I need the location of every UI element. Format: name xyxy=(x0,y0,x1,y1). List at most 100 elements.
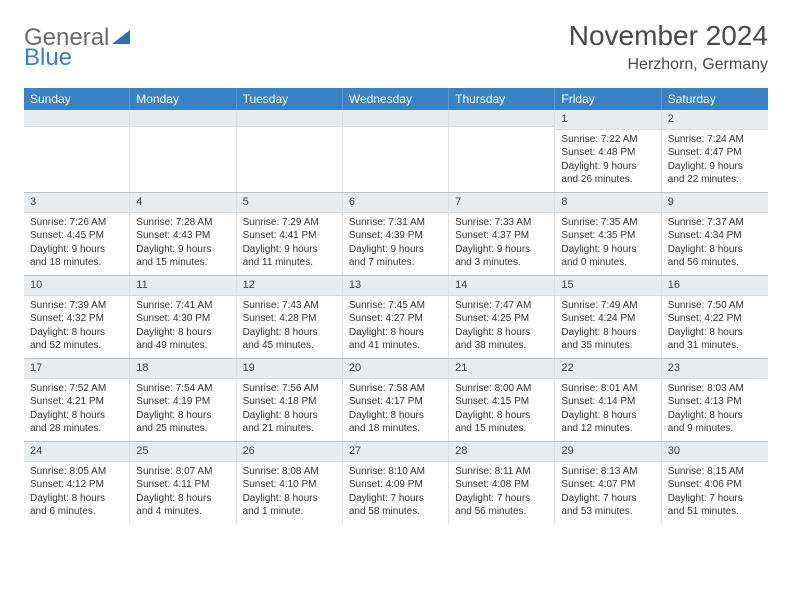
week-row: 1Sunrise: 7:22 AMSunset: 4:48 PMDaylight… xyxy=(24,110,768,192)
daylight-text: Daylight: 9 hours and 3 minutes. xyxy=(455,243,548,270)
day-number xyxy=(237,110,342,127)
day-number xyxy=(449,110,554,127)
sunset-text: Sunset: 4:17 PM xyxy=(349,395,442,409)
sunrise-text: Sunrise: 7:31 AM xyxy=(349,216,442,230)
day-body: Sunrise: 8:11 AMSunset: 4:08 PMDaylight:… xyxy=(449,462,554,523)
sunset-text: Sunset: 4:09 PM xyxy=(349,478,442,492)
daylight-text: Daylight: 8 hours and 38 minutes. xyxy=(455,326,548,353)
daylight-text: Daylight: 8 hours and 18 minutes. xyxy=(349,409,442,436)
daylight-text: Daylight: 8 hours and 49 minutes. xyxy=(136,326,229,353)
day-number: 25 xyxy=(130,442,235,462)
calendar-page: General Blue November 2024 Herzhorn, Ger… xyxy=(0,0,792,544)
weekday-label: Monday xyxy=(130,88,236,110)
sunset-text: Sunset: 4:41 PM xyxy=(243,229,336,243)
week-row: 3Sunrise: 7:26 AMSunset: 4:45 PMDaylight… xyxy=(24,192,768,275)
day-cell xyxy=(343,110,449,192)
day-body xyxy=(130,127,235,134)
sunrise-text: Sunrise: 7:33 AM xyxy=(455,216,548,230)
daylight-text: Daylight: 7 hours and 58 minutes. xyxy=(349,492,442,519)
brand-logo: General Blue xyxy=(24,20,130,70)
sunset-text: Sunset: 4:30 PM xyxy=(136,312,229,326)
day-number: 22 xyxy=(555,359,660,379)
sunrise-text: Sunrise: 8:05 AM xyxy=(30,465,123,479)
day-body: Sunrise: 7:45 AMSunset: 4:27 PMDaylight:… xyxy=(343,296,448,357)
daylight-text: Daylight: 8 hours and 21 minutes. xyxy=(243,409,336,436)
day-cell: 20Sunrise: 7:58 AMSunset: 4:17 PMDayligh… xyxy=(343,359,449,441)
day-body: Sunrise: 8:07 AMSunset: 4:11 PMDaylight:… xyxy=(130,462,235,523)
sunrise-text: Sunrise: 7:45 AM xyxy=(349,299,442,313)
day-cell: 28Sunrise: 8:11 AMSunset: 4:08 PMDayligh… xyxy=(449,442,555,524)
day-number: 13 xyxy=(343,276,448,296)
sunrise-text: Sunrise: 8:08 AM xyxy=(243,465,336,479)
daylight-text: Daylight: 8 hours and 28 minutes. xyxy=(30,409,123,436)
sunrise-text: Sunrise: 7:24 AM xyxy=(668,133,762,147)
daylight-text: Daylight: 9 hours and 26 minutes. xyxy=(561,160,654,187)
day-body: Sunrise: 7:58 AMSunset: 4:17 PMDaylight:… xyxy=(343,379,448,440)
daylight-text: Daylight: 8 hours and 15 minutes. xyxy=(455,409,548,436)
day-number: 20 xyxy=(343,359,448,379)
day-number xyxy=(130,110,235,127)
day-cell xyxy=(449,110,555,192)
day-body: Sunrise: 7:33 AMSunset: 4:37 PMDaylight:… xyxy=(449,213,554,274)
daylight-text: Daylight: 7 hours and 56 minutes. xyxy=(455,492,548,519)
day-number: 4 xyxy=(130,193,235,213)
sunrise-text: Sunrise: 7:41 AM xyxy=(136,299,229,313)
day-body: Sunrise: 8:15 AMSunset: 4:06 PMDaylight:… xyxy=(662,462,768,523)
daylight-text: Daylight: 9 hours and 11 minutes. xyxy=(243,243,336,270)
week-row: 10Sunrise: 7:39 AMSunset: 4:32 PMDayligh… xyxy=(24,275,768,358)
day-cell: 2Sunrise: 7:24 AMSunset: 4:47 PMDaylight… xyxy=(662,110,768,192)
sunset-text: Sunset: 4:10 PM xyxy=(243,478,336,492)
sunrise-text: Sunrise: 8:15 AM xyxy=(668,465,762,479)
sunrise-text: Sunrise: 7:22 AM xyxy=(561,133,654,147)
day-body: Sunrise: 8:10 AMSunset: 4:09 PMDaylight:… xyxy=(343,462,448,523)
sail-icon xyxy=(112,30,130,44)
day-cell: 11Sunrise: 7:41 AMSunset: 4:30 PMDayligh… xyxy=(130,276,236,358)
day-cell: 27Sunrise: 8:10 AMSunset: 4:09 PMDayligh… xyxy=(343,442,449,524)
daylight-text: Daylight: 8 hours and 41 minutes. xyxy=(349,326,442,353)
sunset-text: Sunset: 4:13 PM xyxy=(668,395,762,409)
day-cell: 18Sunrise: 7:54 AMSunset: 4:19 PMDayligh… xyxy=(130,359,236,441)
sunrise-text: Sunrise: 7:49 AM xyxy=(561,299,654,313)
day-cell: 5Sunrise: 7:29 AMSunset: 4:41 PMDaylight… xyxy=(237,193,343,275)
daylight-text: Daylight: 8 hours and 31 minutes. xyxy=(668,326,762,353)
week-row: 17Sunrise: 7:52 AMSunset: 4:21 PMDayligh… xyxy=(24,358,768,441)
day-body: Sunrise: 7:22 AMSunset: 4:48 PMDaylight:… xyxy=(555,130,660,191)
day-body: Sunrise: 7:26 AMSunset: 4:45 PMDaylight:… xyxy=(24,213,129,274)
day-number: 9 xyxy=(662,193,768,213)
weekday-header-row: SundayMondayTuesdayWednesdayThursdayFrid… xyxy=(24,88,768,110)
day-body: Sunrise: 7:24 AMSunset: 4:47 PMDaylight:… xyxy=(662,130,768,191)
sunset-text: Sunset: 4:11 PM xyxy=(136,478,229,492)
day-body: Sunrise: 7:47 AMSunset: 4:25 PMDaylight:… xyxy=(449,296,554,357)
sunrise-text: Sunrise: 8:01 AM xyxy=(561,382,654,396)
day-body: Sunrise: 8:05 AMSunset: 4:12 PMDaylight:… xyxy=(24,462,129,523)
daylight-text: Daylight: 8 hours and 1 minute. xyxy=(243,492,336,519)
day-cell: 12Sunrise: 7:43 AMSunset: 4:28 PMDayligh… xyxy=(237,276,343,358)
sunrise-text: Sunrise: 8:10 AM xyxy=(349,465,442,479)
sunset-text: Sunset: 4:12 PM xyxy=(30,478,123,492)
title-block: November 2024 Herzhorn, Germany xyxy=(569,20,768,74)
sunrise-text: Sunrise: 8:11 AM xyxy=(455,465,548,479)
day-body: Sunrise: 7:29 AMSunset: 4:41 PMDaylight:… xyxy=(237,213,342,274)
sunset-text: Sunset: 4:39 PM xyxy=(349,229,442,243)
day-cell: 6Sunrise: 7:31 AMSunset: 4:39 PMDaylight… xyxy=(343,193,449,275)
day-body: Sunrise: 7:31 AMSunset: 4:39 PMDaylight:… xyxy=(343,213,448,274)
sunset-text: Sunset: 4:24 PM xyxy=(561,312,654,326)
week-row: 24Sunrise: 8:05 AMSunset: 4:12 PMDayligh… xyxy=(24,441,768,524)
day-cell: 4Sunrise: 7:28 AMSunset: 4:43 PMDaylight… xyxy=(130,193,236,275)
sunset-text: Sunset: 4:21 PM xyxy=(30,395,123,409)
sunrise-text: Sunrise: 7:56 AM xyxy=(243,382,336,396)
sunset-text: Sunset: 4:27 PM xyxy=(349,312,442,326)
sunset-text: Sunset: 4:14 PM xyxy=(561,395,654,409)
day-number: 27 xyxy=(343,442,448,462)
daylight-text: Daylight: 8 hours and 12 minutes. xyxy=(561,409,654,436)
daylight-text: Daylight: 9 hours and 22 minutes. xyxy=(668,160,762,187)
day-number: 15 xyxy=(555,276,660,296)
brand-text: General Blue xyxy=(24,26,130,70)
day-body: Sunrise: 7:39 AMSunset: 4:32 PMDaylight:… xyxy=(24,296,129,357)
day-number: 8 xyxy=(555,193,660,213)
daylight-text: Daylight: 9 hours and 0 minutes. xyxy=(561,243,654,270)
daylight-text: Daylight: 8 hours and 56 minutes. xyxy=(668,243,762,270)
sunrise-text: Sunrise: 7:26 AM xyxy=(30,216,123,230)
day-number: 16 xyxy=(662,276,768,296)
day-body: Sunrise: 7:54 AMSunset: 4:19 PMDaylight:… xyxy=(130,379,235,440)
